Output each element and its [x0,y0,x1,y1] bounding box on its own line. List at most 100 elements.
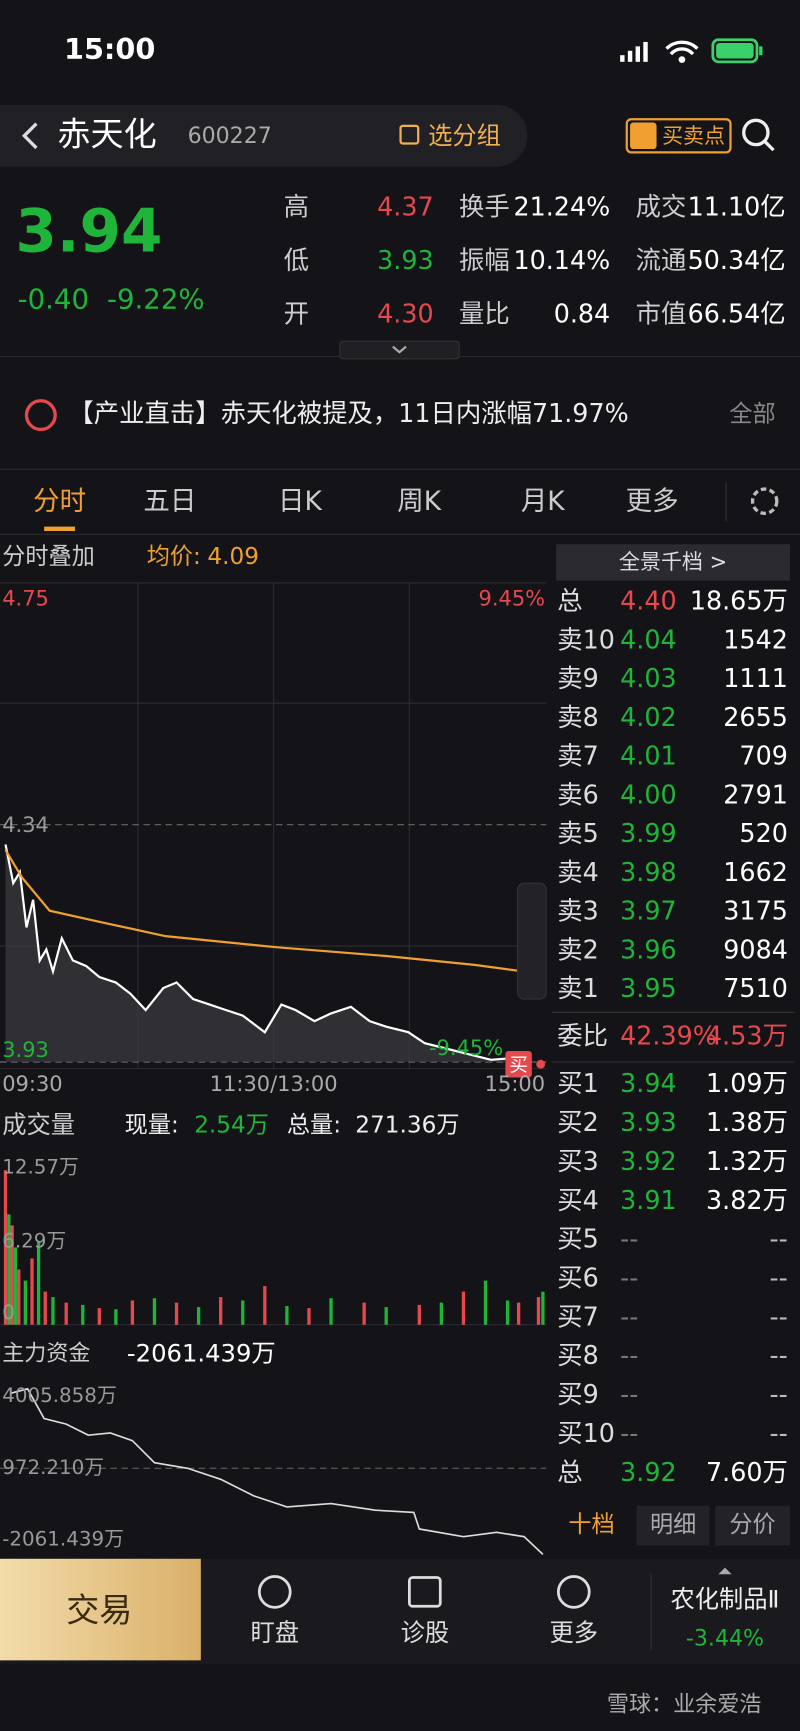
back-button[interactable] [21,122,38,150]
trade-label[interactable]: 交易 [66,1590,132,1629]
order-label: 卖1 [557,973,599,1003]
trade-button[interactable] [0,1558,201,1661]
volume-total: 271.36万 [355,1112,459,1139]
search-icon[interactable] [742,118,770,147]
side-handle[interactable] [516,882,547,1000]
stat-label: 量比 [459,299,510,329]
overlay-button[interactable]: 分时叠加 [2,543,95,570]
order-price: -- [620,1379,638,1409]
order-label: 总 [557,1457,582,1487]
order-tab[interactable]: 分价 [729,1511,775,1538]
order-label: 买2 [557,1107,599,1137]
order-price: 3.92 [620,1457,676,1487]
order-label: 卖9 [557,663,599,693]
stat-label: 开 [284,299,309,329]
nav-item[interactable]: 诊股 [401,1618,450,1647]
volume-label[interactable]: 成交量 [2,1110,75,1139]
volume-bars-up [3,1170,541,1325]
order-book-title-bg [556,544,791,581]
header-bar [0,104,528,167]
order-volume: 1.32万 [706,1146,788,1176]
price-area [5,844,541,1063]
order-volume: 3.82万 [706,1185,788,1215]
stock-name: 赤天化 [57,114,156,153]
stat-label: 低 [284,245,309,275]
order-volume: 1.38万 [706,1107,788,1137]
order-price: 4.01 [620,741,676,771]
tab[interactable]: 分时 [33,486,86,517]
order-price: -- [620,1262,638,1292]
pct-top: 9.45% [478,586,545,610]
tab[interactable]: 周K [397,486,441,517]
order-label: 卖10 [557,624,615,654]
stat-label: 成交 [636,192,687,222]
order-price: 3.99 [620,818,676,848]
volume-total-label: 总量: [287,1112,341,1139]
tab[interactable]: 五日 [143,486,196,517]
order-tab[interactable]: 十档 [568,1511,614,1538]
order-price: -- [620,1224,638,1254]
volume-current: 2.54万 [194,1112,269,1139]
capital-tick: -2061.439万 [2,1528,124,1551]
capital-tick: 4005.858万 [2,1384,117,1407]
order-label: 买1 [557,1068,599,1098]
order-volume: 7.60万 [706,1457,788,1487]
order-label: 买7 [557,1301,599,1331]
status-icons [620,38,763,64]
avg-value: 4.09 [207,543,259,570]
sector-arrow [718,1567,732,1575]
avg-label: 均价: [147,543,201,570]
group-button[interactable]: 选分组 [428,121,501,150]
stat-label: 流通 [636,245,687,275]
order-volume: 2655 [723,702,788,732]
order-volume: -- [770,1340,788,1370]
news-more[interactable]: 全部 [729,401,775,428]
expand-tab[interactable] [339,340,460,360]
order-label: 卖2 [557,934,599,964]
status-time: 15:00 [64,32,155,66]
order-volume: 1111 [723,663,788,693]
volume-tick: 0 [2,1301,15,1324]
stat-value: 66.54亿 [688,299,786,329]
buy-sell-button[interactable] [625,118,732,154]
watch-icon [257,1575,292,1609]
news-text[interactable]: 【产业直击】赤天化被提及，11日内涨幅71.97% [68,398,628,428]
nav-item[interactable]: 盯盘 [250,1618,299,1647]
order-label: 买3 [557,1146,599,1176]
order-volume: 7510 [723,973,788,1003]
price: 3.94 [15,198,162,267]
stat-label: 振幅 [459,245,510,275]
order-volume: -- [770,1301,788,1331]
order-price: -- [620,1301,638,1331]
order-price: 3.92 [620,1146,676,1176]
stat-value: 10.14% [513,245,610,275]
order-label: 卖6 [557,779,599,809]
order-price: 3.95 [620,973,676,1003]
order-volume: 9084 [723,934,788,964]
capital-line [10,1387,544,1555]
order-label: 买9 [557,1379,599,1409]
tab[interactable]: 日K [278,486,322,517]
tab[interactable]: 更多 [626,486,679,517]
pct-bottom: -9.45% [429,1036,503,1060]
sector-name[interactable]: 农化制品Ⅱ [670,1585,779,1614]
capital-label[interactable]: 主力资金 [2,1342,90,1367]
stat-value: 21.24% [513,192,610,222]
order-volume: 709 [739,741,787,771]
capital-value: -2061.439万 [127,1339,276,1368]
order-price: 3.98 [620,857,676,887]
settings-icon[interactable] [750,487,779,515]
order-volume: 1.09万 [706,1068,788,1098]
buy-sell-label[interactable]: 买卖点 [662,124,725,148]
order-price: -- [620,1340,638,1370]
tab[interactable]: 月K [521,486,565,517]
price-mid: 4.34 [2,813,49,837]
order-tab[interactable]: 明细 [650,1511,696,1538]
search-icon-handle [763,140,775,152]
time-label: 11:30/13:00 [210,1072,338,1096]
nav-item[interactable]: 更多 [550,1618,599,1647]
order-book-title[interactable]: 全景千档 > [619,550,727,574]
stat-label: 高 [284,192,309,222]
order-label: 委比 [557,1021,608,1051]
